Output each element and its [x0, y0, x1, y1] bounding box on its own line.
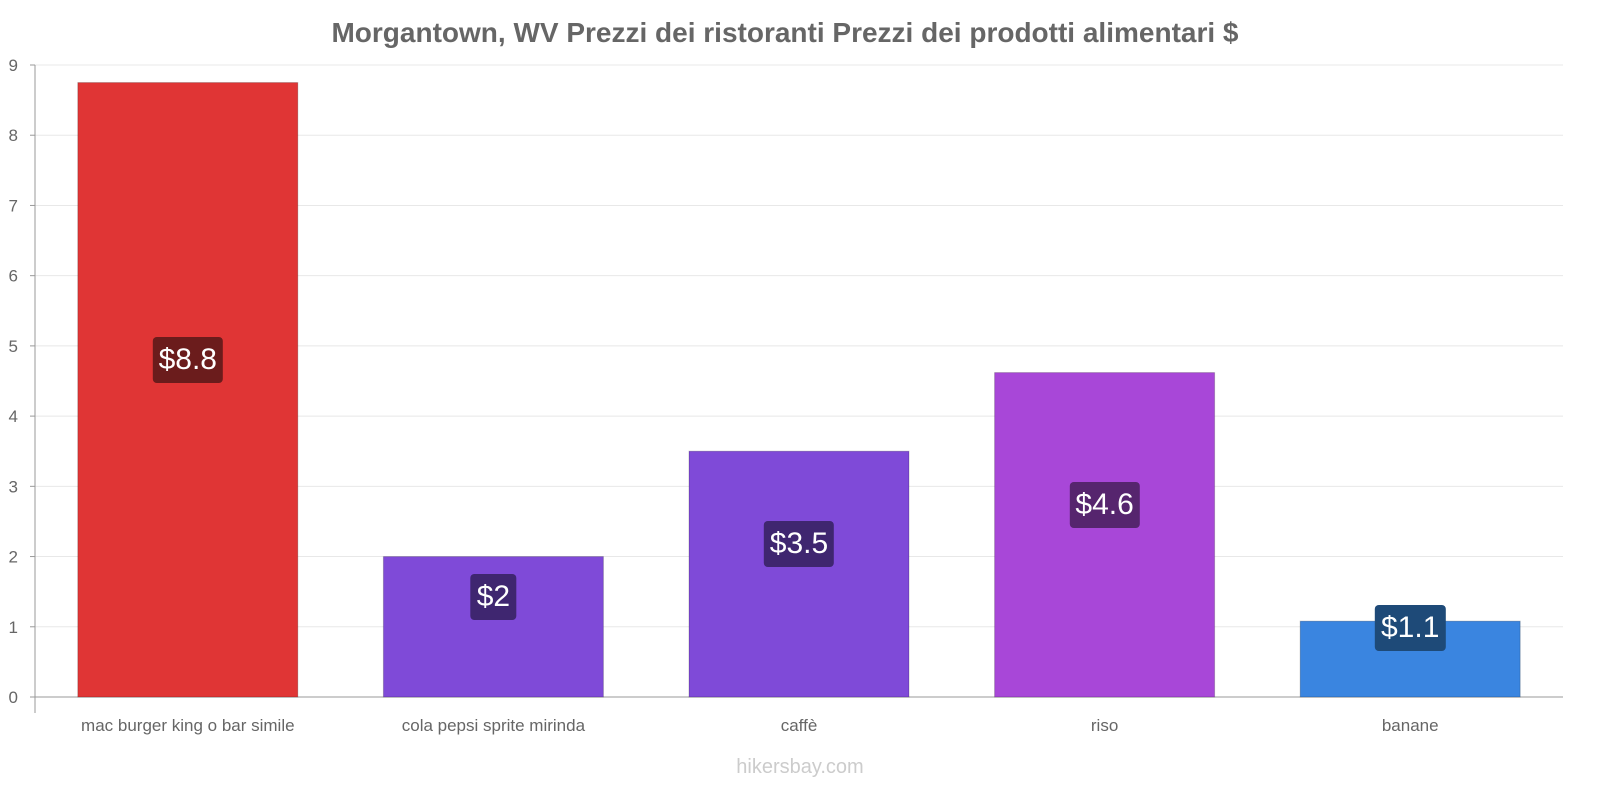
y-tick-label: 9 [9, 56, 18, 75]
data-label: $3.5 [763, 521, 835, 568]
bar [688, 450, 910, 698]
x-tick-label: banane [1382, 716, 1439, 735]
chart-title: Morgantown, WV Prezzi dei ristoranti Pre… [331, 17, 1238, 48]
y-tick-label: 6 [9, 267, 18, 286]
y-tick-label: 0 [9, 688, 18, 707]
x-tick-label: mac burger king o bar simile [81, 716, 295, 735]
x-tick-label: riso [1091, 716, 1118, 735]
x-tick-label: cola pepsi sprite mirinda [402, 716, 586, 735]
y-tick-label: 3 [9, 477, 18, 496]
data-label: $2 [470, 573, 517, 620]
y-tick-label: 5 [9, 337, 18, 356]
y-tick-label: 4 [9, 407, 18, 426]
y-tick-label: 2 [9, 548, 18, 567]
bar [994, 372, 1216, 698]
data-label: $8.8 [152, 336, 223, 383]
y-tick-label: 7 [9, 196, 18, 215]
data-label: $4.6 [1069, 481, 1140, 528]
bar [77, 82, 299, 698]
y-tick-label: 8 [9, 126, 18, 145]
watermark: hikersbay.com [736, 756, 863, 778]
data-label: $1.1 [1374, 605, 1446, 651]
x-tick-label: caffè [781, 716, 818, 735]
y-tick-label: 1 [9, 618, 18, 637]
bar [382, 556, 604, 698]
